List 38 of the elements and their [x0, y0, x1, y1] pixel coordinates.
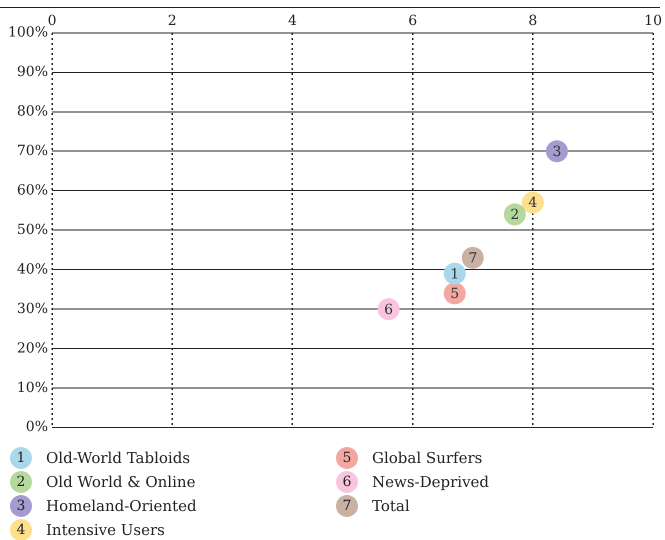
y-tick-label: 60%	[16, 182, 48, 198]
y-tick-label: 80%	[16, 103, 48, 120]
annotation: 1	[450, 266, 460, 282]
legend-label: Global Surfers	[372, 449, 482, 467]
y-tick-label: 100%	[8, 24, 48, 40]
text: 6	[342, 474, 352, 490]
text: 1	[16, 450, 26, 466]
y-tick-label: 40%	[16, 261, 48, 278]
x-tick-label: 0	[48, 13, 56, 30]
legend-label: Total	[372, 497, 410, 515]
y-tick-label: 70%	[16, 142, 48, 159]
text: 5	[342, 450, 352, 466]
x-tick-label: 4	[288, 13, 297, 30]
text: 2	[16, 474, 26, 490]
annotation: 5	[450, 286, 460, 302]
annotation: 2	[510, 207, 520, 224]
y-tick-label: 90%	[16, 64, 48, 80]
y-tick-label: 0%	[26, 419, 48, 436]
y-tick-label: 50%	[16, 222, 48, 238]
text: 4	[16, 522, 26, 538]
annotation: 6	[384, 302, 394, 318]
x-tick-label: 10	[644, 13, 662, 30]
annotation: 4	[528, 195, 538, 212]
x-tick-label: 8	[528, 13, 538, 30]
legend-label: Homeland-Oriented	[46, 497, 197, 515]
y-tick-label: 30%	[16, 300, 48, 317]
text: 7	[342, 498, 352, 514]
x-tick-label: 6	[408, 13, 418, 30]
annotation: 7	[468, 250, 478, 266]
legend-label: News-Deprived	[372, 473, 490, 491]
y-tick-label: 10%	[16, 380, 48, 396]
legend-label: Old-World Tabloids	[46, 449, 190, 467]
text: 3	[16, 498, 26, 514]
y-tick-label: 20%	[16, 340, 48, 356]
annotation: 3	[552, 144, 562, 160]
legend-label: Intensive Users	[46, 521, 165, 539]
legend-label: Old World & Online	[46, 473, 196, 491]
x-tick-label: 2	[168, 13, 177, 30]
